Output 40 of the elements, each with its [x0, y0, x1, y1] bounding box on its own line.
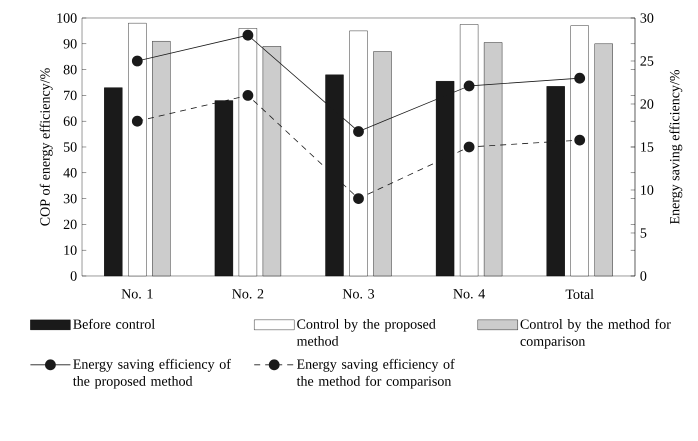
- point: [574, 134, 586, 146]
- point: [242, 90, 254, 101]
- y-tick-label: 90: [64, 39, 77, 49]
- y-tick-label: 50: [64, 142, 77, 152]
- y-tick-label: 0: [70, 271, 77, 281]
- point: [242, 30, 254, 41]
- legend-label: Before control: [73, 318, 155, 329]
- y2-tick-label: 15: [641, 142, 654, 152]
- point: [353, 126, 364, 137]
- point: [132, 116, 143, 127]
- x-tick-label: No. 1: [122, 289, 153, 299]
- y2-axis-title: Energy saving efficiency/%: [669, 70, 682, 224]
- x-tick-label: No. 2: [232, 289, 264, 299]
- x-tick-label: Total: [566, 289, 594, 299]
- y-tick-label: 70: [64, 90, 77, 100]
- x-tick-label: No. 4: [453, 289, 486, 299]
- x-tick-label: No. 3: [342, 289, 374, 299]
- y2-tick-label: 20: [640, 99, 654, 109]
- y2-tick-label: 30: [640, 13, 654, 23]
- legend-label: Energy saving efficiency of the method for comparison: [296, 358, 455, 389]
- y-tick-label: 60: [64, 116, 77, 126]
- y2-tick-label: 25: [640, 56, 654, 66]
- y-tick-label: 40: [63, 168, 77, 178]
- point: [353, 193, 364, 204]
- y-tick-label: 30: [64, 194, 77, 204]
- legend-label: Control by the method for comparison: [520, 318, 671, 349]
- point: [574, 72, 586, 84]
- y2-tick-label: 10: [641, 185, 654, 195]
- legend-label: Energy saving efficiency of the proposed method: [72, 358, 231, 389]
- y-tick-label: 20: [64, 220, 77, 230]
- y2-tick-label: 0: [640, 271, 646, 281]
- point: [132, 56, 143, 66]
- y2-tick-label: 5: [640, 228, 646, 238]
- y-tick-label: 10: [64, 245, 77, 255]
- y-axis-title: COP of energy efficiency/%: [40, 68, 53, 226]
- point: [464, 142, 474, 152]
- point: [464, 80, 474, 92]
- legend-label: Control by the proposed method: [296, 318, 436, 346]
- y-tick-label: 100: [57, 13, 77, 23]
- y-tick-label: 80: [64, 64, 77, 74]
